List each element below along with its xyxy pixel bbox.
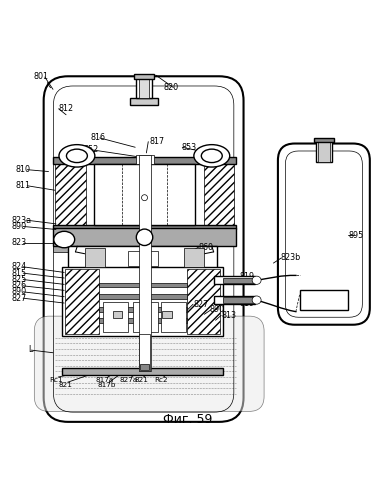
Text: 811: 811	[16, 181, 31, 190]
Text: 823b: 823b	[281, 253, 301, 262]
Bar	[161, 302, 186, 332]
Bar	[130, 98, 158, 105]
Bar	[53, 225, 236, 230]
Bar	[223, 298, 255, 302]
Bar	[140, 364, 149, 370]
Text: 823a: 823a	[12, 216, 32, 224]
Text: 853: 853	[182, 143, 197, 152]
Bar	[53, 156, 236, 164]
Text: 825: 825	[12, 275, 27, 284]
Text: Rc1: Rc1	[49, 377, 63, 383]
FancyBboxPatch shape	[34, 316, 264, 412]
Bar	[53, 228, 236, 246]
Bar	[139, 334, 150, 372]
Bar	[65, 268, 99, 334]
Text: L: L	[29, 344, 33, 354]
Text: 817: 817	[149, 137, 165, 146]
Text: 826: 826	[12, 282, 27, 290]
Bar	[62, 267, 223, 336]
Text: 819: 819	[240, 272, 255, 281]
Ellipse shape	[194, 144, 230, 167]
Text: 810: 810	[16, 165, 31, 174]
Text: 812: 812	[58, 104, 74, 114]
Text: 890: 890	[12, 288, 27, 296]
Ellipse shape	[252, 276, 261, 284]
Bar	[128, 250, 158, 266]
Bar	[136, 78, 152, 98]
Ellipse shape	[141, 194, 147, 200]
Bar	[184, 248, 204, 267]
Ellipse shape	[59, 144, 95, 167]
Text: 824: 824	[12, 262, 27, 272]
Bar	[134, 302, 158, 332]
Ellipse shape	[66, 149, 87, 162]
Bar	[214, 276, 255, 284]
Bar	[99, 318, 187, 323]
Bar	[99, 294, 187, 298]
Bar	[104, 302, 128, 332]
Bar	[85, 248, 105, 267]
Ellipse shape	[136, 229, 153, 246]
Text: 851: 851	[62, 148, 77, 156]
Bar	[138, 154, 150, 372]
Bar	[300, 290, 348, 310]
FancyBboxPatch shape	[278, 144, 370, 324]
Bar	[223, 278, 255, 283]
Bar	[68, 246, 218, 268]
Bar	[99, 307, 187, 312]
Bar	[134, 74, 153, 79]
Bar	[138, 78, 149, 98]
Text: 890: 890	[12, 222, 27, 231]
Text: 860: 860	[199, 242, 214, 252]
Text: 827: 827	[12, 294, 27, 302]
Bar	[136, 155, 153, 164]
Text: 817b: 817b	[97, 382, 116, 388]
Text: 821: 821	[135, 377, 148, 383]
Ellipse shape	[54, 232, 75, 248]
FancyBboxPatch shape	[44, 76, 243, 422]
Ellipse shape	[252, 296, 261, 304]
Text: 827: 827	[193, 300, 208, 308]
Bar	[53, 228, 74, 252]
Bar	[204, 164, 234, 225]
Text: 813: 813	[221, 311, 236, 320]
Text: 852: 852	[84, 146, 99, 154]
Text: Rc2: Rc2	[154, 377, 168, 383]
Text: 895: 895	[348, 230, 363, 239]
Text: Фиг. 59: Фиг. 59	[163, 414, 212, 426]
Bar	[99, 283, 187, 288]
Text: 801: 801	[34, 72, 49, 81]
Text: 823: 823	[12, 238, 27, 247]
Ellipse shape	[201, 149, 222, 162]
Text: 820: 820	[163, 83, 178, 92]
Bar	[187, 268, 220, 334]
Bar	[62, 368, 223, 375]
Bar	[214, 296, 255, 304]
Text: 815: 815	[12, 268, 27, 278]
Bar	[94, 164, 195, 225]
Bar	[316, 140, 332, 162]
Bar	[318, 142, 330, 162]
Text: 827a: 827a	[120, 377, 138, 383]
Text: 816: 816	[90, 134, 105, 142]
Text: 817a: 817a	[96, 377, 114, 383]
Text: 821: 821	[58, 382, 72, 388]
Bar	[113, 312, 122, 318]
Text: 819: 819	[240, 298, 255, 308]
Bar	[162, 312, 172, 318]
Text: 890: 890	[210, 306, 225, 314]
Bar	[55, 164, 86, 225]
Bar	[314, 138, 334, 142]
